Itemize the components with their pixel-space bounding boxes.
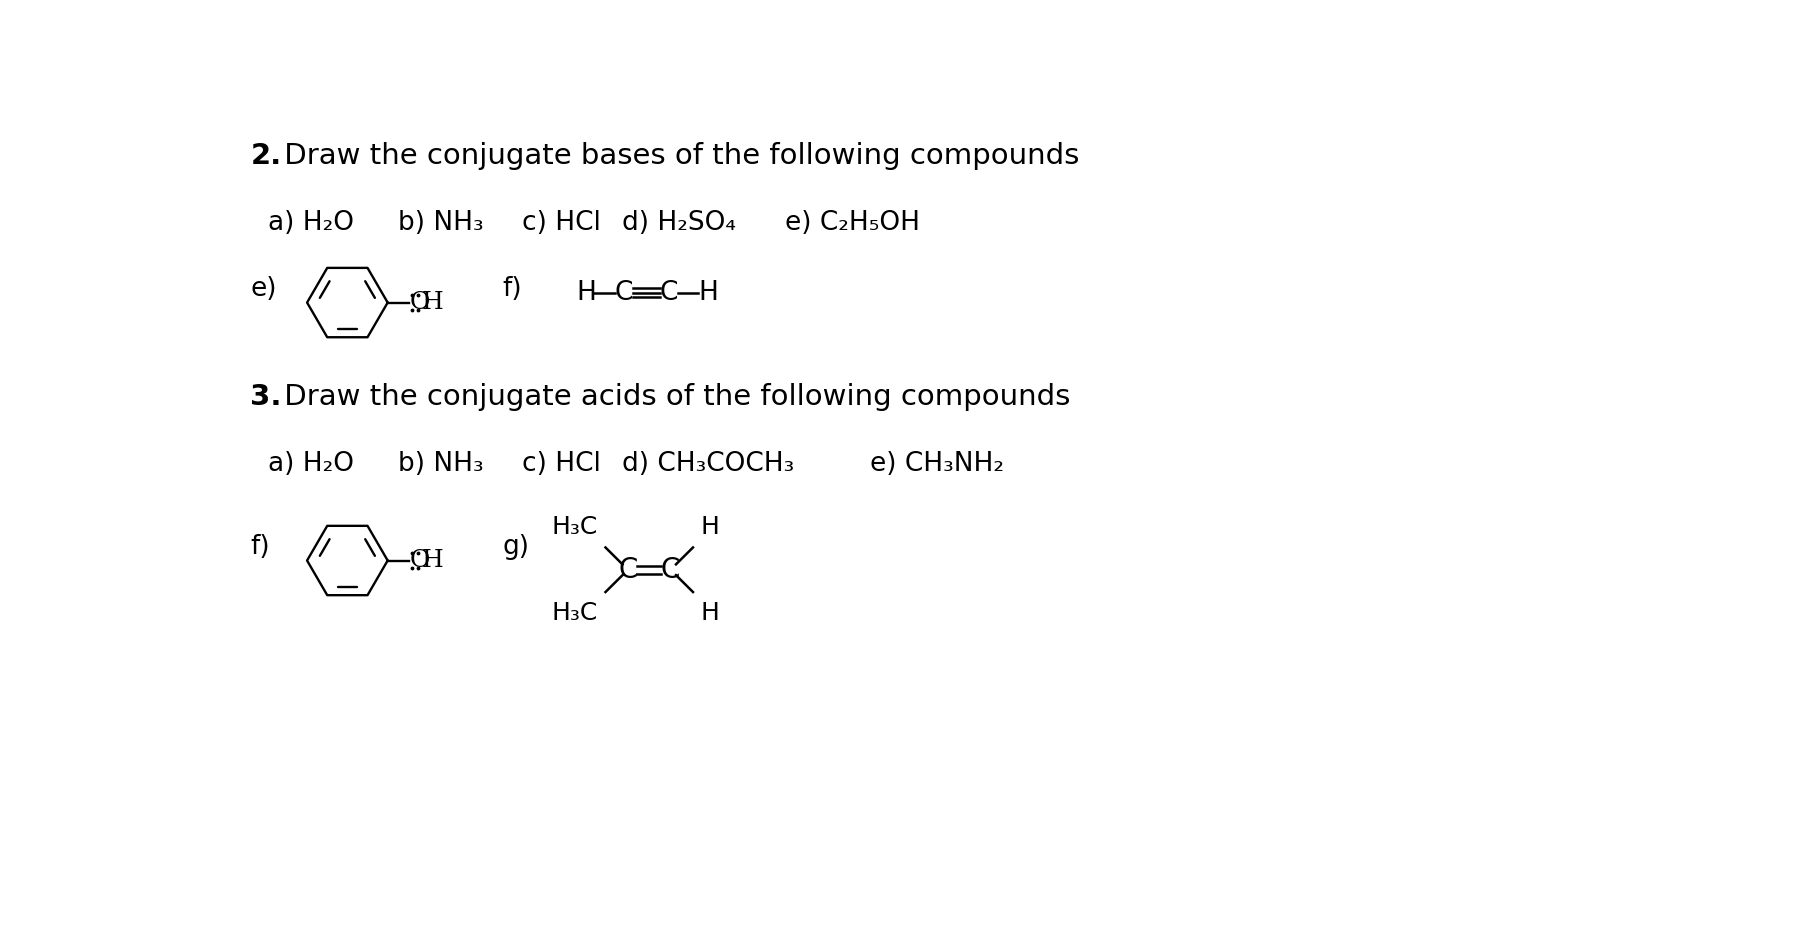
Text: H₃C: H₃C [551,515,598,539]
Text: H₃C: H₃C [551,601,598,625]
Text: 3.: 3. [251,382,282,411]
Text: c) HCl: c) HCl [522,451,600,477]
Text: g): g) [502,534,529,560]
Text: O: O [409,549,429,572]
Text: e) C₂H₅OH: e) C₂H₅OH [785,210,920,236]
Text: f): f) [502,275,522,301]
Text: H: H [700,601,720,625]
Text: a) H₂O: a) H₂O [267,210,353,236]
Text: O: O [409,291,429,314]
Text: C: C [660,280,678,306]
Text: H: H [698,280,718,306]
Text: d) CH₃COCH₃: d) CH₃COCH₃ [622,451,794,477]
Text: d) H₂SO₄: d) H₂SO₄ [622,210,736,236]
Text: c) HCl: c) HCl [522,210,600,236]
Text: e) CH₃NH₂: e) CH₃NH₂ [871,451,1005,477]
Text: H: H [700,515,720,539]
Text: C: C [618,556,638,584]
Text: e): e) [251,275,276,301]
Text: H: H [422,291,444,314]
Text: Draw the conjugate acids of the following compounds: Draw the conjugate acids of the followin… [275,382,1071,411]
Text: a) H₂O: a) H₂O [267,451,353,477]
Text: 2.: 2. [251,142,282,170]
Text: b) NH₃: b) NH₃ [398,210,484,236]
Text: H: H [576,280,596,306]
Text: C: C [614,280,633,306]
Text: C: C [662,556,680,584]
Text: Draw the conjugate bases of the following compounds: Draw the conjugate bases of the followin… [275,142,1080,170]
Text: b) NH₃: b) NH₃ [398,451,484,477]
Text: H: H [422,550,444,572]
Text: f): f) [251,534,271,560]
